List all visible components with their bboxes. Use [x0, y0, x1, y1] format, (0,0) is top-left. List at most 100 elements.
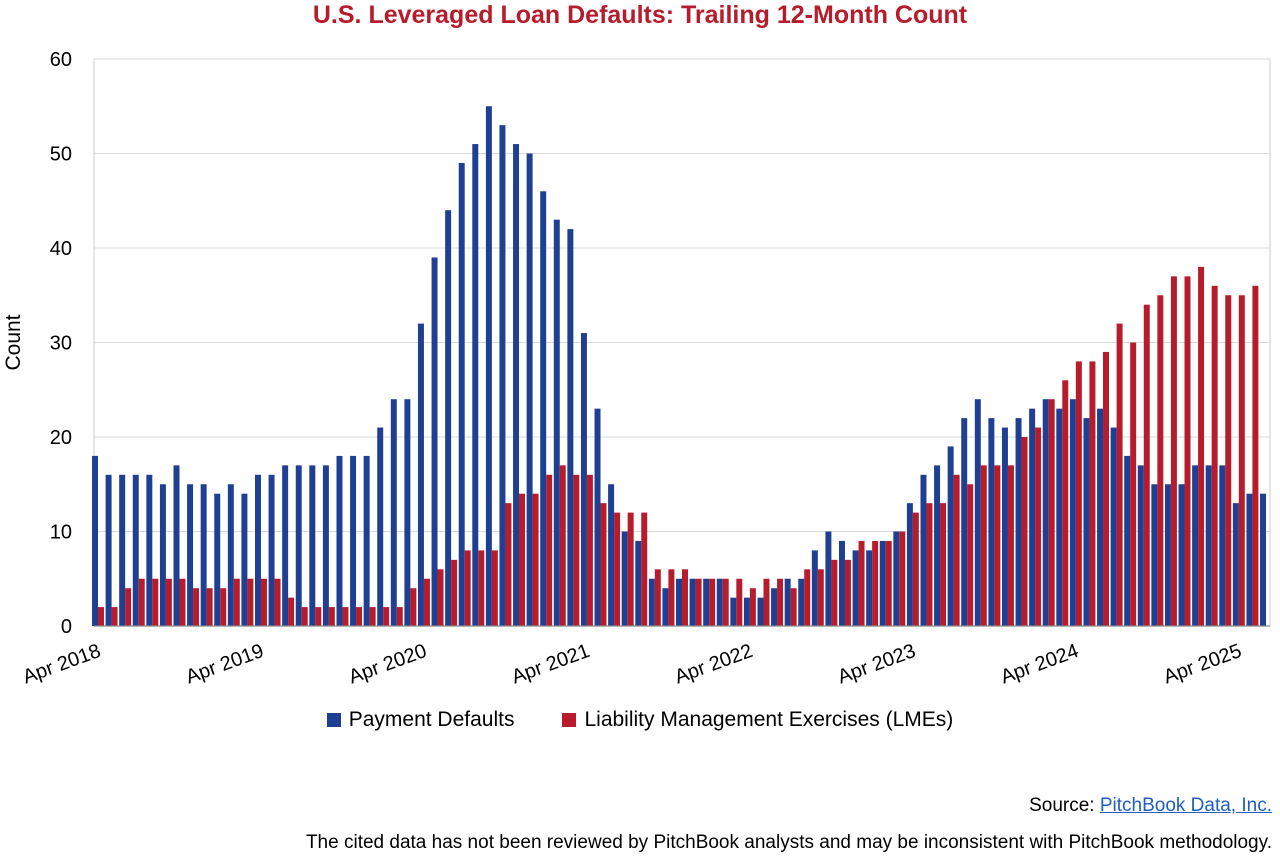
bar-payment-defaults [974, 399, 981, 626]
bar-lme [1130, 342, 1137, 626]
bar-lme [641, 512, 648, 626]
y-tick-label: 20 [50, 427, 72, 449]
y-axis-label: Count [2, 314, 25, 370]
bar-payment-defaults [1232, 503, 1239, 626]
bar-payment-defaults [567, 229, 574, 626]
bar-lme [260, 578, 267, 626]
bar-lme [831, 559, 838, 626]
bar-payment-defaults [580, 333, 587, 626]
bar-payment-defaults [513, 144, 520, 627]
bar-payment-defaults [689, 578, 696, 626]
bar-lme [1198, 266, 1205, 626]
bar-payment-defaults [1151, 484, 1158, 626]
bar-lme [111, 607, 118, 626]
bar-lme [1035, 427, 1042, 626]
bar-payment-defaults [526, 153, 533, 626]
bar-lme [247, 578, 254, 626]
bar-payment-defaults [906, 503, 913, 626]
bar-payment-defaults [187, 484, 194, 626]
y-tick-label: 30 [50, 333, 72, 355]
bar-payment-defaults [1001, 427, 1008, 626]
bar-lme [777, 578, 784, 626]
bar-lme [709, 578, 716, 626]
bar-payment-defaults [811, 550, 818, 626]
source-link[interactable]: PitchBook Data, Inc. [1099, 795, 1272, 816]
y-tick-label: 0 [61, 616, 72, 638]
legend-label-lme: Liability Management Exercises (LMEs) [584, 708, 954, 731]
bar-payment-defaults [241, 493, 248, 626]
bar-lme [844, 559, 851, 626]
bar-lme [165, 578, 172, 626]
bar-lme [1075, 361, 1082, 626]
bar-lme [736, 578, 743, 626]
bar-payment-defaults [499, 125, 506, 627]
bar-payment-defaults [893, 531, 900, 626]
bar-payment-defaults [676, 578, 682, 626]
legend-item-lmes: Liability Management Exercises (LMEs) [562, 706, 953, 734]
bar-payment-defaults [1192, 465, 1199, 626]
bar-lme [763, 578, 770, 626]
legend-label-payment: Payment Defaults [348, 708, 515, 731]
bar-lme [668, 569, 675, 626]
bar-lme [1252, 285, 1259, 626]
bar-lme [1225, 295, 1232, 626]
bar-lme [423, 578, 430, 626]
bar-payment-defaults [839, 540, 845, 626]
bar-payment-defaults [1124, 455, 1131, 626]
bar-payment-defaults [214, 493, 221, 626]
bar-lme [532, 493, 539, 626]
bar-payment-defaults [540, 191, 547, 627]
bar-lme [1089, 361, 1096, 626]
bar-lme [383, 607, 390, 626]
bar-payment-defaults [1110, 427, 1117, 626]
bar-lme [940, 503, 947, 626]
bar-lme [1116, 323, 1123, 626]
x-tick-label: Apr 2021 [509, 640, 593, 688]
bar-payment-defaults [1015, 418, 1022, 626]
bar-payment-defaults [730, 597, 737, 626]
bar-lme [1238, 295, 1245, 626]
bar-payment-defaults [363, 455, 370, 626]
bar-payment-defaults [472, 144, 479, 627]
bar-payment-defaults [431, 257, 438, 626]
bar-payment-defaults [1097, 408, 1104, 626]
bar-lme [505, 503, 512, 626]
bar-lme [1103, 351, 1109, 626]
source-label: Source: [1029, 795, 1100, 816]
bar-lme [1211, 285, 1218, 626]
x-tick-label: Apr 2020 [346, 640, 430, 688]
bar-lme [899, 531, 906, 626]
bar-payment-defaults [1246, 493, 1253, 626]
bar-payment-defaults [404, 399, 411, 626]
bar-lme [627, 512, 634, 626]
bar-lme [437, 569, 444, 626]
bar-payment-defaults [1219, 465, 1226, 626]
bar-lme [926, 503, 933, 626]
bar-payment-defaults [282, 465, 289, 626]
bar-lme [396, 607, 403, 626]
bar-lme [478, 550, 485, 626]
bar-lme [125, 588, 132, 626]
bar-payment-defaults [988, 418, 995, 626]
bar-lme [1021, 437, 1028, 626]
bar-lme [1157, 295, 1164, 626]
bar-payment-defaults [92, 455, 98, 626]
bar-lme [682, 569, 688, 626]
bar-lme [817, 569, 824, 626]
bar-lme [885, 540, 892, 626]
bar-payment-defaults [743, 597, 750, 626]
bar-lme [369, 607, 376, 626]
bar-payment-defaults [1260, 493, 1266, 626]
bar-payment-defaults [798, 578, 805, 626]
bar-payment-defaults [1042, 399, 1049, 626]
bar-lme [614, 512, 621, 626]
x-tick-label: Apr 2022 [672, 640, 756, 688]
bar-lme [1007, 465, 1014, 626]
bar-lme [912, 512, 919, 626]
bar-lme [1184, 276, 1191, 626]
bar-lme [695, 578, 702, 626]
chart-area: 0 10 20 30 40 50 60 Apr 2018 Apr 2019 Apr 2020 Apr… [2, 49, 1271, 688]
bar-lme [410, 588, 417, 626]
bar-lme [546, 474, 553, 626]
bar-payment-defaults [553, 219, 560, 626]
